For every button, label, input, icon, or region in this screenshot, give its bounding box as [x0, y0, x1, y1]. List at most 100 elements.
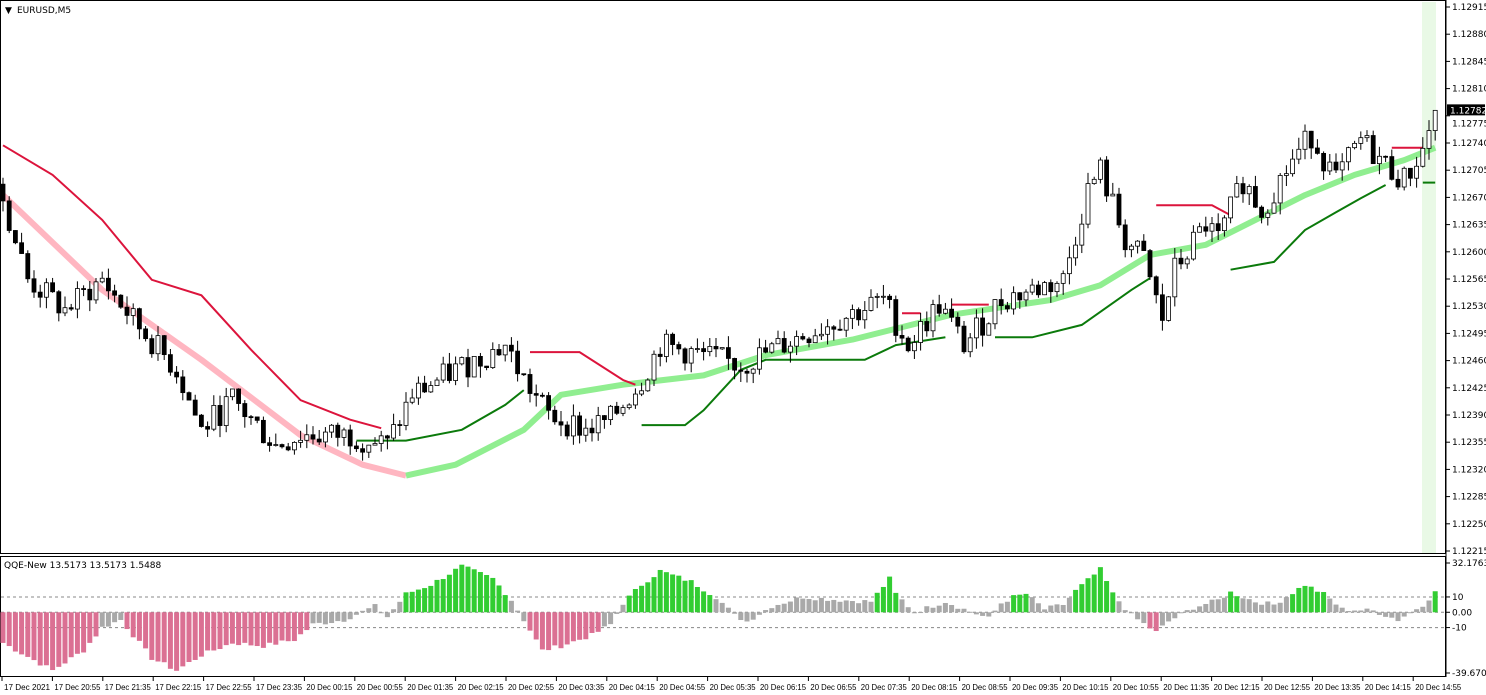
candle-bear	[887, 295, 892, 300]
candle-bull	[1135, 240, 1140, 247]
candle-bull	[1079, 223, 1085, 246]
histogram-bar	[980, 612, 986, 616]
candle-bull	[1191, 231, 1196, 260]
histogram-bar	[87, 612, 93, 643]
histogram-bar	[515, 610, 521, 613]
histogram-bar	[25, 612, 31, 657]
candle-bull	[1358, 137, 1364, 144]
histogram-bar	[812, 600, 818, 613]
histogram-bar	[763, 610, 769, 613]
candle-bear	[998, 299, 1004, 307]
histogram-bar	[806, 599, 812, 613]
histogram-bar	[1035, 603, 1041, 613]
candle-bear	[31, 278, 37, 293]
candle-bear	[744, 370, 750, 374]
resistance-line	[1156, 204, 1232, 217]
histogram-bar	[68, 612, 74, 658]
histogram-bar	[508, 600, 514, 613]
histogram-bar	[440, 579, 446, 613]
candle-bear	[1153, 276, 1159, 296]
histogram-bar	[1370, 610, 1376, 613]
histogram-bar	[1172, 612, 1178, 619]
candle-bull	[651, 353, 657, 381]
candle-bull	[943, 308, 948, 314]
histogram-bar	[725, 607, 731, 613]
time-tick-label: 20 Dec 00:55	[357, 682, 403, 692]
candle-bull	[1346, 147, 1351, 163]
candle-bear	[124, 306, 130, 316]
candle-bear	[657, 353, 663, 357]
time-tick-label: 20 Dec 13:35	[1314, 682, 1360, 692]
candle-bear	[484, 365, 490, 368]
candle-bear	[6, 200, 12, 231]
histogram-bar	[1042, 609, 1048, 613]
histogram-bar	[688, 580, 694, 613]
symbol-title: EURUSD,M5	[17, 6, 71, 16]
candle-bear	[360, 448, 366, 453]
candle-bear	[1147, 250, 1153, 278]
candle-bear	[12, 230, 18, 244]
histogram-bar	[1184, 610, 1190, 613]
candle-bull	[912, 342, 917, 352]
histogram-bar	[682, 580, 688, 613]
histogram-bar	[589, 612, 595, 633]
candle-bear	[161, 335, 167, 356]
candle-bear	[713, 346, 719, 350]
candle-bear	[726, 347, 731, 359]
candle-bull	[719, 347, 725, 350]
candle-bear	[1370, 135, 1376, 165]
candle-bear	[763, 347, 768, 353]
candle-bear	[384, 435, 390, 439]
candle-bull	[626, 404, 632, 409]
candle-bear	[781, 338, 787, 353]
histogram-bar	[1228, 591, 1234, 613]
histogram-bar	[1066, 597, 1072, 613]
histogram-bar	[322, 612, 328, 625]
candle-bear	[316, 438, 322, 443]
candle-bear	[496, 349, 502, 356]
candle-bear	[81, 288, 86, 290]
candle-bear	[68, 307, 74, 310]
time-tick-label: 20 Dec 05:35	[710, 682, 756, 692]
candle-bear	[0, 183, 6, 202]
candle-bull	[1222, 217, 1227, 232]
candle-bull	[378, 435, 384, 444]
histogram-bar	[639, 585, 645, 613]
candle-bull	[471, 355, 477, 378]
histogram-bar	[1364, 608, 1370, 613]
price-tick-label: 1.12285	[1452, 493, 1486, 503]
histogram-bar	[570, 612, 576, 642]
candle-bear	[1178, 257, 1184, 265]
candle-bull	[99, 277, 105, 283]
candle-bull	[1172, 257, 1178, 298]
histogram-bar	[781, 603, 787, 613]
candle-bull	[502, 344, 508, 356]
histogram-bar	[918, 612, 924, 614]
candle-bull	[1073, 244, 1078, 259]
time-tick-label: 17 Dec 2021	[4, 682, 50, 692]
histogram-bar	[1308, 586, 1314, 613]
histogram-bar	[1252, 602, 1258, 613]
candle-bear	[577, 415, 582, 436]
candle-bear	[37, 291, 43, 298]
candle-bull	[1327, 161, 1333, 172]
histogram-bar	[124, 612, 130, 630]
candle-bull	[415, 382, 421, 399]
histogram-bar	[353, 612, 359, 615]
histogram-bar	[583, 612, 589, 640]
current-price-badge	[1447, 104, 1485, 116]
candle-bull	[62, 307, 68, 314]
histogram-bar	[74, 612, 80, 654]
candle-bear	[1408, 167, 1413, 179]
histogram-bar	[347, 612, 353, 620]
histogram-bar	[738, 612, 744, 621]
dropdown-triangle-icon[interactable]: ▼	[5, 6, 12, 16]
histogram-bar	[831, 599, 837, 613]
histogram-bar	[843, 600, 849, 613]
candle-bull	[1129, 245, 1134, 251]
histogram-bar	[911, 612, 917, 614]
price-tick-label: 1.12670	[1452, 193, 1486, 203]
candle-bear	[260, 419, 266, 444]
